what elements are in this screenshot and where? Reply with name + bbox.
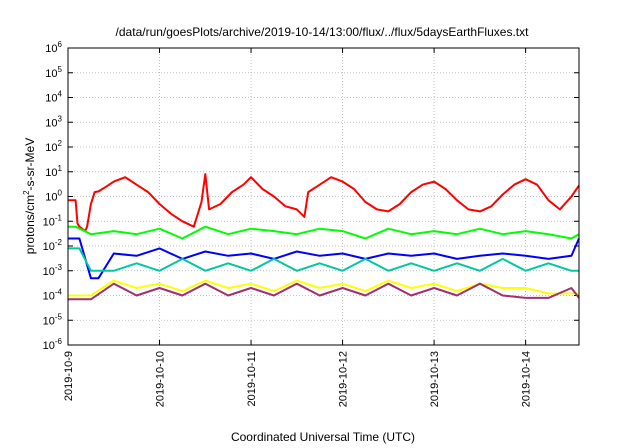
series-line-3 <box>68 237 580 280</box>
y-axis-label: protons/cm2-s-sr-MeV <box>22 138 37 254</box>
x-tick-labels: 2019-10-9 2019-10-10 2019-10-11 2019-10-12 2… <box>63 351 533 407</box>
series-line-4 <box>68 247 579 272</box>
y-tick-label: 10-2 <box>43 238 63 253</box>
y-tick-base: 10 <box>43 315 55 327</box>
series-line-1 <box>68 173 580 233</box>
y-tick-base: 10 <box>45 167 57 179</box>
x-axis-label: Coordinated Universal Time (UTC) <box>231 430 415 444</box>
series-lines <box>68 173 580 301</box>
y-tick-labels: 10610510410310210110010-110-210-310-410-… <box>43 40 63 352</box>
y-tick-label: 101 <box>45 164 62 179</box>
y-tick-exp: -6 <box>55 337 63 346</box>
grid <box>67 47 579 346</box>
y-tick-base: 10 <box>43 216 55 228</box>
series-line-2 <box>68 225 580 240</box>
y-tick-label: 10-1 <box>43 213 63 228</box>
x-tick-label: 2019-10-12 <box>338 351 350 407</box>
y-tick-label: 10-5 <box>43 312 63 327</box>
y-tick-exp: 0 <box>58 189 63 198</box>
y-tick-base: 10 <box>45 43 57 55</box>
y-tick-exp: 4 <box>58 90 63 99</box>
y-tick-exp: -2 <box>55 238 63 247</box>
y-tick-exp: 1 <box>58 164 63 173</box>
y-axis-label-post: -s-sr-MeV <box>23 138 37 191</box>
x-tick-label: 2019-10-11 <box>246 351 258 406</box>
x-tick-label: 2019-10-14 <box>521 351 533 407</box>
x-tick-label: 2019-10-13 <box>429 351 441 407</box>
y-tick-exp: 3 <box>58 114 63 123</box>
y-tick-label: 10-6 <box>43 337 63 352</box>
y-tick-label: 10-4 <box>43 288 63 303</box>
y-tick-base: 10 <box>43 340 55 352</box>
y-tick-label: 104 <box>45 90 62 105</box>
y-tick-base: 10 <box>45 68 57 80</box>
y-tick-exp: -3 <box>55 263 63 272</box>
y-tick-exp: 2 <box>58 139 63 148</box>
x-tick-label: 2019-10-10 <box>155 351 167 407</box>
y-tick-label: 100 <box>45 189 62 204</box>
y-tick-base: 10 <box>43 266 55 278</box>
y-tick-base: 10 <box>45 192 57 204</box>
y-tick-base: 10 <box>45 117 57 129</box>
y-tick-exp: -5 <box>55 312 63 321</box>
chart-title: /data/run/goesPlots/archive/2019-10-14/1… <box>116 25 530 39</box>
y-tick-base: 10 <box>45 142 57 154</box>
y-tick-label: 10-3 <box>43 263 63 278</box>
series-line-6 <box>68 282 580 301</box>
series-line-5 <box>68 279 579 297</box>
plot-frame <box>67 47 580 346</box>
y-tick-label: 103 <box>45 114 62 129</box>
x-tick-label: 2019-10-9 <box>63 351 75 401</box>
y-tick-label: 102 <box>45 139 62 154</box>
y-tick-exp: 5 <box>58 65 63 74</box>
y-tick-exp: -1 <box>55 213 63 222</box>
y-axis-label-sup: 2 <box>22 190 31 195</box>
y-tick-label: 106 <box>45 40 62 55</box>
y-tick-base: 10 <box>45 93 57 105</box>
y-tick-label: 105 <box>45 65 62 80</box>
y-tick-base: 10 <box>43 241 55 253</box>
y-tick-exp: 6 <box>58 40 63 49</box>
y-axis-label-pre: protons/cm <box>23 195 37 254</box>
y-tick-base: 10 <box>43 291 55 303</box>
y-tick-exp: -4 <box>55 288 63 297</box>
